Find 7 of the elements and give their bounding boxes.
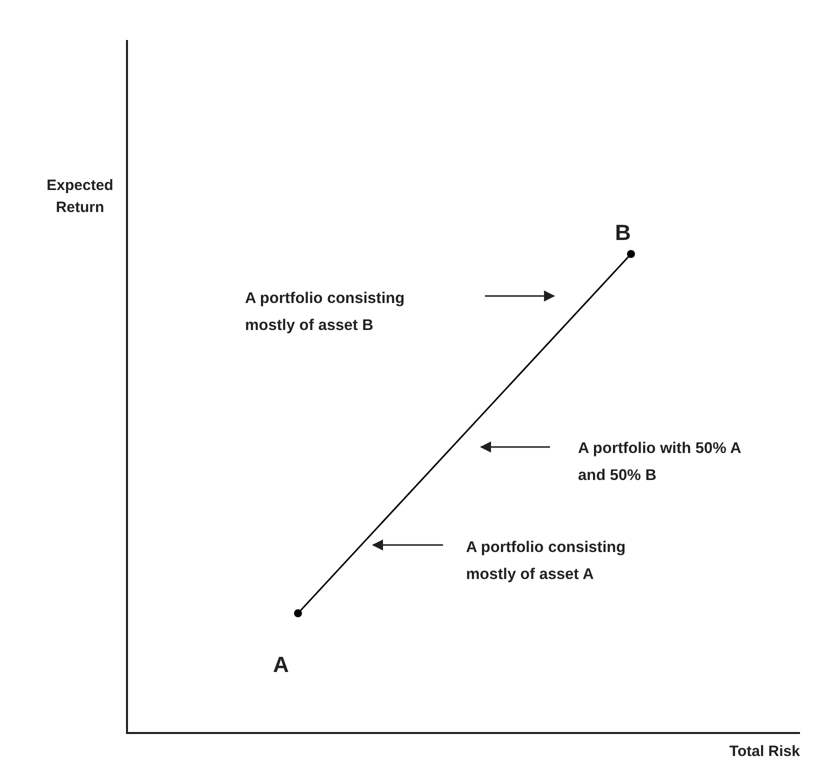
x-axis-title: Total Risk [729,743,801,760]
annotation: A [273,652,289,677]
annotation: A portfolio with 50% A and 50% B [578,440,742,484]
y-axis-title: Expected Return [46,177,114,216]
text: B [615,220,631,245]
annotation: A portfolio consisting mostly of asset A [466,539,626,583]
annotation: A portfolio consisting mostly of asset B [245,290,405,334]
